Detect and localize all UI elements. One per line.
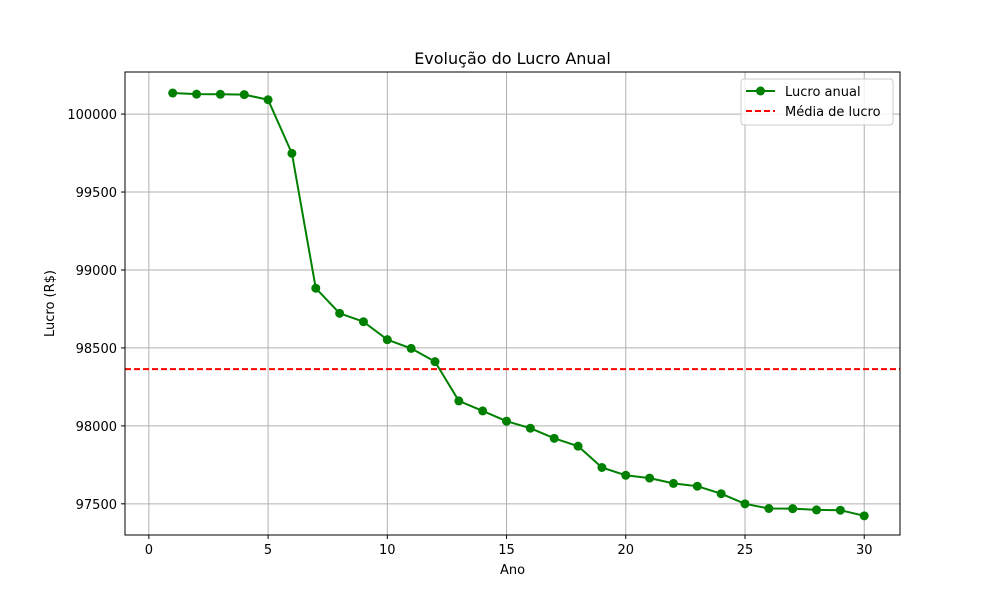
data-point xyxy=(358,317,368,327)
y-tick-label: 98500 xyxy=(76,342,117,357)
x-tick-label: 30 xyxy=(856,543,873,558)
data-point xyxy=(215,89,225,99)
data-point xyxy=(645,473,655,483)
data-point xyxy=(478,406,488,416)
y-tick-label: 99500 xyxy=(76,186,117,201)
data-point xyxy=(239,90,249,100)
x-tick-label: 10 xyxy=(379,543,396,558)
data-point xyxy=(812,505,822,515)
legend-label-lucro-anual: Lucro anual xyxy=(785,85,861,100)
x-tick-label: 25 xyxy=(737,543,754,558)
data-point xyxy=(573,441,583,451)
data-point xyxy=(859,511,869,521)
x-tick-label: 20 xyxy=(617,543,634,558)
y-tick-label: 97500 xyxy=(76,498,117,513)
x-axis-ticks: 0 5 10 15 20 25 30 xyxy=(145,535,873,558)
legend-label-media-de-lucro: Média de lucro xyxy=(785,105,881,120)
data-point xyxy=(311,283,321,293)
data-point xyxy=(454,396,464,406)
y-tick-label: 98000 xyxy=(76,420,117,435)
data-point xyxy=(263,95,273,105)
data-point xyxy=(764,503,774,513)
x-tick-label: 5 xyxy=(264,543,272,558)
legend-box xyxy=(740,78,894,126)
data-point xyxy=(382,335,392,345)
data-point xyxy=(502,416,512,426)
x-tick-label: 15 xyxy=(498,543,515,558)
y-axis-label: Lucro (R$) xyxy=(43,270,58,337)
data-point xyxy=(430,357,440,367)
data-point xyxy=(335,308,345,318)
y-axis-ticks: 97500 98000 98500 99000 99500 100000 xyxy=(67,108,125,513)
data-point xyxy=(525,423,535,433)
data-point xyxy=(192,89,202,99)
y-tick-label: 100000 xyxy=(67,108,117,123)
data-point xyxy=(168,88,178,98)
data-point xyxy=(287,148,297,158)
y-tick-label: 99000 xyxy=(76,264,117,279)
plot-frame xyxy=(124,71,901,536)
chart-title: Evolução do Lucro Anual xyxy=(414,49,611,68)
x-axis-label: Ano xyxy=(500,563,525,578)
data-point xyxy=(621,470,631,480)
data-point xyxy=(835,505,845,515)
data-point xyxy=(716,489,726,499)
data-point xyxy=(597,462,607,472)
legend-marker-lucro-anual xyxy=(756,86,765,96)
data-point xyxy=(549,433,559,443)
series-layer xyxy=(168,88,869,521)
x-tick-label: 0 xyxy=(145,543,153,558)
data-point xyxy=(406,343,416,353)
data-point xyxy=(788,504,798,514)
data-point xyxy=(692,481,702,491)
data-point xyxy=(668,478,678,488)
legend: Lucro anual Média de lucro xyxy=(740,78,894,126)
grid xyxy=(125,72,900,535)
data-point xyxy=(740,499,750,509)
